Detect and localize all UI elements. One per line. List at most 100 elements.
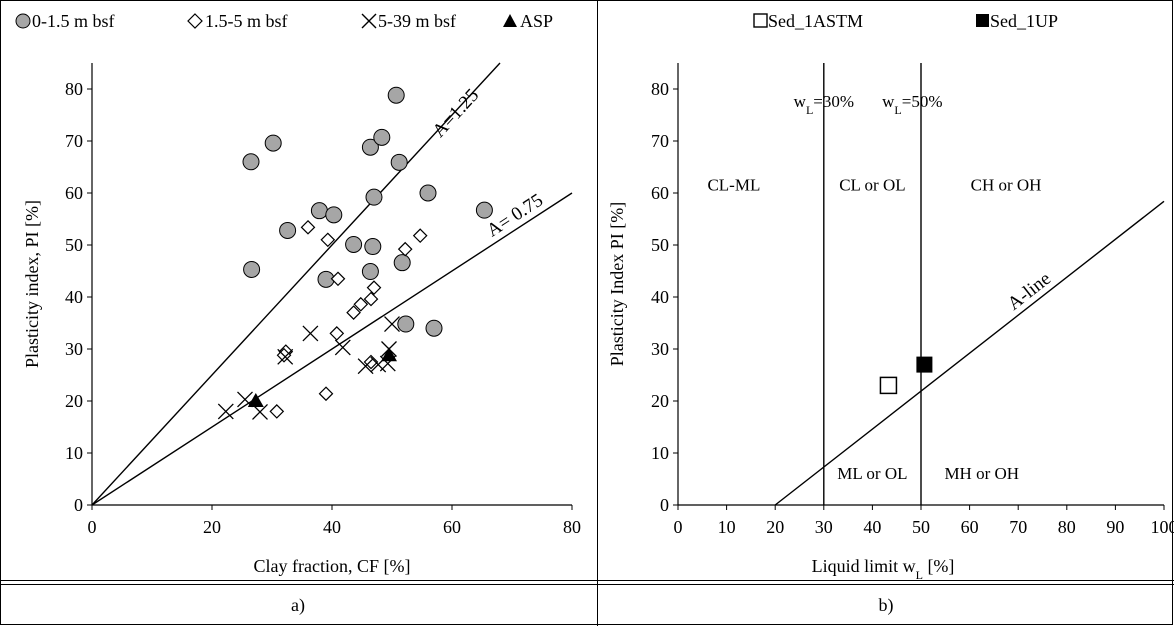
chart-a-y-tick-label: 80 — [65, 79, 83, 99]
chart-b-point-sed-1astm — [879, 376, 898, 395]
chart-a-point-1-5-5 — [329, 326, 345, 341]
chart-a-point-0-1-5 — [393, 254, 411, 272]
chart-a-point-5-39 — [302, 325, 319, 342]
chart-b-axes: 0 10 20 30 40 50 60 70 80 0 10 20 30 40 50 60 70 80 90 100 — [651, 63, 1174, 537]
chart-b: Sed_1ASTM Sed_1UP 0 10 20 30 40 50 60 70 80 0 10 20… — [607, 11, 1174, 582]
chart-a-point-0-1-5 — [242, 153, 260, 171]
zone-label-ml-ol: ML or OL — [837, 464, 907, 483]
chart-a-reference-lines — [91, 62, 573, 506]
chart-a-point-5-39 — [334, 339, 351, 356]
chart-a-point-1-5-5 — [330, 271, 346, 287]
chart-a-point-0-1-5 — [425, 319, 443, 337]
chart-b-y-tick-label: 30 — [651, 339, 669, 359]
chart-a-point-1-5-5 — [366, 280, 382, 295]
chart-b-x-tick-label: 30 — [815, 517, 833, 537]
chart-a-y-tick-label: 0 — [74, 495, 83, 515]
chart-a-point-1-5-5 — [412, 228, 428, 243]
chart-a-point-0-1-5 — [390, 153, 408, 171]
chart-b-x-tick-label: 70 — [1009, 517, 1027, 537]
chart-a-point-1-5-5 — [320, 232, 336, 248]
chart-a-point-0-1-5 — [419, 184, 437, 202]
chart-a-point-0-1-5 — [361, 263, 379, 281]
chart-a-point-5-39 — [357, 358, 374, 375]
legend-label-0-1-5: 0-1.5 m bsf — [32, 11, 115, 31]
zone-label-ch-oh: CH or OH — [971, 175, 1042, 194]
legend-label-5-39: 5-39 m bsf — [378, 11, 456, 31]
chart-b-x-tick-label: 10 — [718, 517, 736, 537]
legend-marker-cross — [361, 13, 377, 29]
chart-a-y-tick-label: 40 — [65, 287, 83, 307]
chart-a-point-0-1-5 — [310, 202, 328, 220]
chart-b-y-tick-label: 70 — [651, 131, 669, 151]
chart-b-x-tick-label: 80 — [1058, 517, 1076, 537]
chart-b-x-tick-label: 90 — [1106, 517, 1124, 537]
chart-a-point-1-5-5 — [353, 296, 369, 312]
chart-a-point-0-1-5 — [364, 238, 382, 256]
chart-a-point-1-5-5 — [346, 305, 361, 320]
chart-a-point-5-39 — [277, 348, 294, 365]
legend-label-1-5-5: 1.5-5 m bsf — [205, 11, 288, 31]
caption-b: b) — [879, 595, 894, 616]
chart-b-x-tick-label: 0 — [674, 517, 683, 537]
wl-30-label: wL=30% — [794, 92, 854, 117]
chart-a-point-0-1-5 — [373, 128, 391, 146]
chart-a-y-tick-label: 50 — [65, 235, 83, 255]
zone-label-cl-ol: CL or OL — [839, 175, 905, 194]
chart-a-legend: 0-1.5 m bsf 1.5-5 m bsf 5-39 m bsf ASP — [15, 11, 553, 31]
caption-a: a) — [291, 595, 305, 616]
ref-line-0 — [91, 62, 501, 506]
legend-marker-triangle — [503, 14, 517, 27]
zone-label-mh-oh: MH or OH — [944, 464, 1019, 483]
chart-a-point-0-1-5 — [361, 138, 379, 156]
chart-b-x-tick-label: 100 — [1151, 517, 1174, 537]
chart-a-x-tick-label: 20 — [203, 517, 221, 537]
chart-a-x-tick-label: 40 — [323, 517, 341, 537]
chart-a-point-5-39 — [384, 316, 400, 332]
chart-a-point-asp — [381, 347, 397, 362]
chart-a-point-0-1-5 — [345, 235, 363, 253]
legend-label-asp: ASP — [520, 11, 553, 31]
a-line-label: A-line — [1004, 268, 1055, 314]
chart-a-axes: 0 10 20 30 40 50 60 70 80 0 20 40 60 80 — [65, 63, 581, 537]
chart-a-point-asp — [247, 393, 264, 407]
chart-a-point-0-1-5 — [387, 86, 405, 104]
a-line — [774, 200, 1165, 506]
chart-a-point-0-1-5 — [475, 201, 493, 219]
chart-b-y-tick-label: 0 — [660, 495, 669, 515]
chart-a-point-1-5-5 — [363, 354, 379, 370]
chart-b-point-sed-1up — [916, 356, 933, 373]
legend-marker-filled-square — [976, 14, 989, 27]
chart-a-point-1-5-5 — [269, 404, 285, 419]
chart-a-y-axis-title: Plasticity index, PI [%] — [22, 200, 42, 368]
chart-b-y-axis-title: Plasticity Index PI [%] — [607, 202, 627, 366]
chart-a-point-0-1-5 — [325, 206, 343, 224]
chart-a-x-tick-label: 60 — [443, 517, 461, 537]
chart-b-x-tick-label: 50 — [912, 517, 930, 537]
chart-a: 0-1.5 m bsf 1.5-5 m bsf 5-39 m bsf ASP 0… — [15, 11, 581, 576]
chart-b-y-tick-label: 80 — [651, 79, 669, 99]
legend-label-sed-1astm: Sed_1ASTM — [768, 11, 863, 31]
chart-b-x-tick-label: 20 — [766, 517, 784, 537]
chart-a-y-tick-label: 10 — [65, 443, 83, 463]
chart-a-y-tick-label: 70 — [65, 131, 83, 151]
chart-a-point-1-5-5 — [300, 219, 316, 235]
chart-a-x-tick-label: 0 — [88, 517, 97, 537]
chart-b-x-tick-label: 60 — [961, 517, 979, 537]
chart-b-x-axis-title: Liquid limit wL [%] — [812, 556, 955, 582]
chart-b-y-tick-label: 40 — [651, 287, 669, 307]
chart-b-legend: Sed_1ASTM Sed_1UP — [753, 11, 1058, 31]
chart-b-y-tick-label: 10 — [651, 443, 669, 463]
legend-marker-open-square — [753, 13, 768, 28]
chart-b-y-tick-label: 50 — [651, 235, 669, 255]
chart-a-point-0-1-5 — [365, 188, 383, 206]
legend-label-sed-1up: Sed_1UP — [990, 11, 1058, 31]
chart-a-point-1-5-5 — [397, 241, 413, 257]
chart-b-y-tick-label: 20 — [651, 391, 669, 411]
chart-b-x-tick-label: 40 — [863, 517, 881, 537]
zone-label-cl-ml: CL-ML — [707, 175, 760, 194]
chart-a-point-5-39 — [217, 403, 234, 420]
chart-a-point-0-1-5 — [264, 134, 282, 152]
chart-a-y-tick-label: 20 — [65, 391, 83, 411]
chart-a-x-axis-title: Clay fraction, CF [%] — [254, 556, 411, 576]
